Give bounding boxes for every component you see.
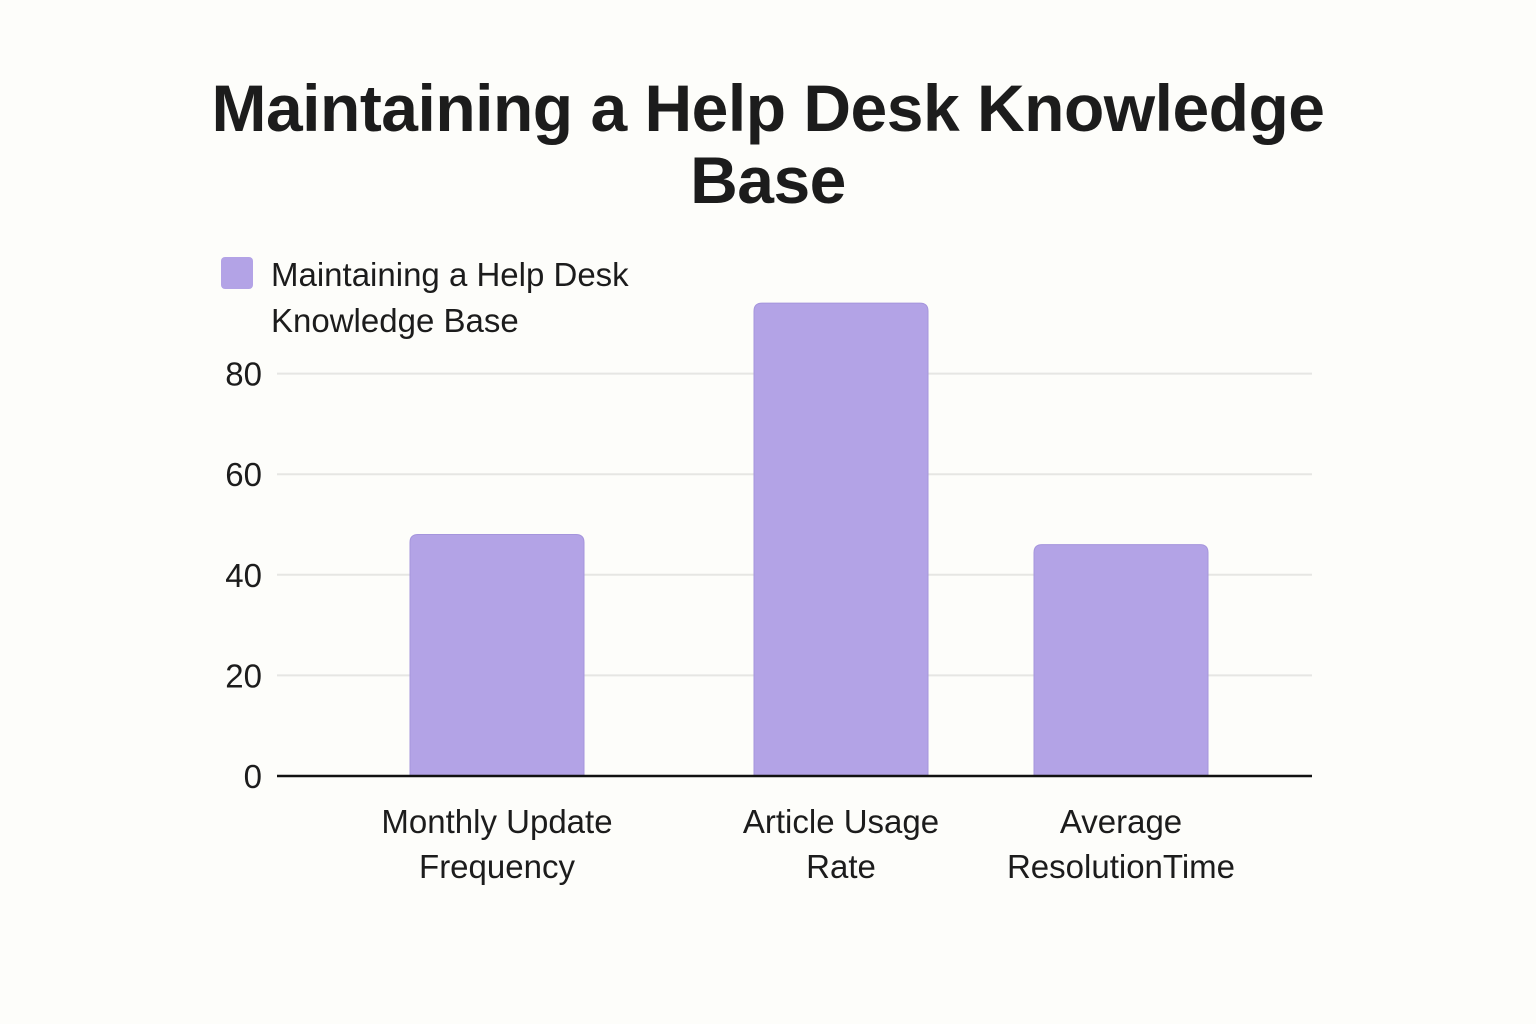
x-category-label: Average ResolutionTime [1007, 803, 1235, 885]
x-category-label-line: Average [1060, 803, 1182, 840]
bar [409, 534, 585, 777]
legend-swatch [221, 257, 253, 289]
y-tick-label: 80 [225, 356, 262, 393]
y-tick-label: 40 [225, 557, 262, 594]
legend: Maintaining a Help Desk Knowledge Base [221, 252, 691, 344]
x-category-label-line: Article Usage [743, 803, 939, 840]
chart-title: Maintaining a Help Desk Knowledge Base [211, 71, 1325, 217]
y-tick-label: 60 [225, 456, 262, 493]
x-category-label-line: ResolutionTime [1007, 848, 1235, 885]
y-tick-label: 0 [244, 758, 262, 795]
x-category-label-line: Rate [806, 848, 876, 885]
x-category-label-line: Monthly Update [381, 803, 612, 840]
y-tick-label: 20 [225, 657, 262, 694]
x-category-label-line: Frequency [419, 848, 575, 885]
x-category-label: Monthly Update Frequency [381, 803, 612, 885]
bar [753, 302, 929, 777]
bar [1033, 544, 1209, 777]
x-category-label: Article Usage Rate [743, 803, 939, 885]
legend-label: Maintaining a Help Desk Knowledge Base [271, 256, 629, 339]
